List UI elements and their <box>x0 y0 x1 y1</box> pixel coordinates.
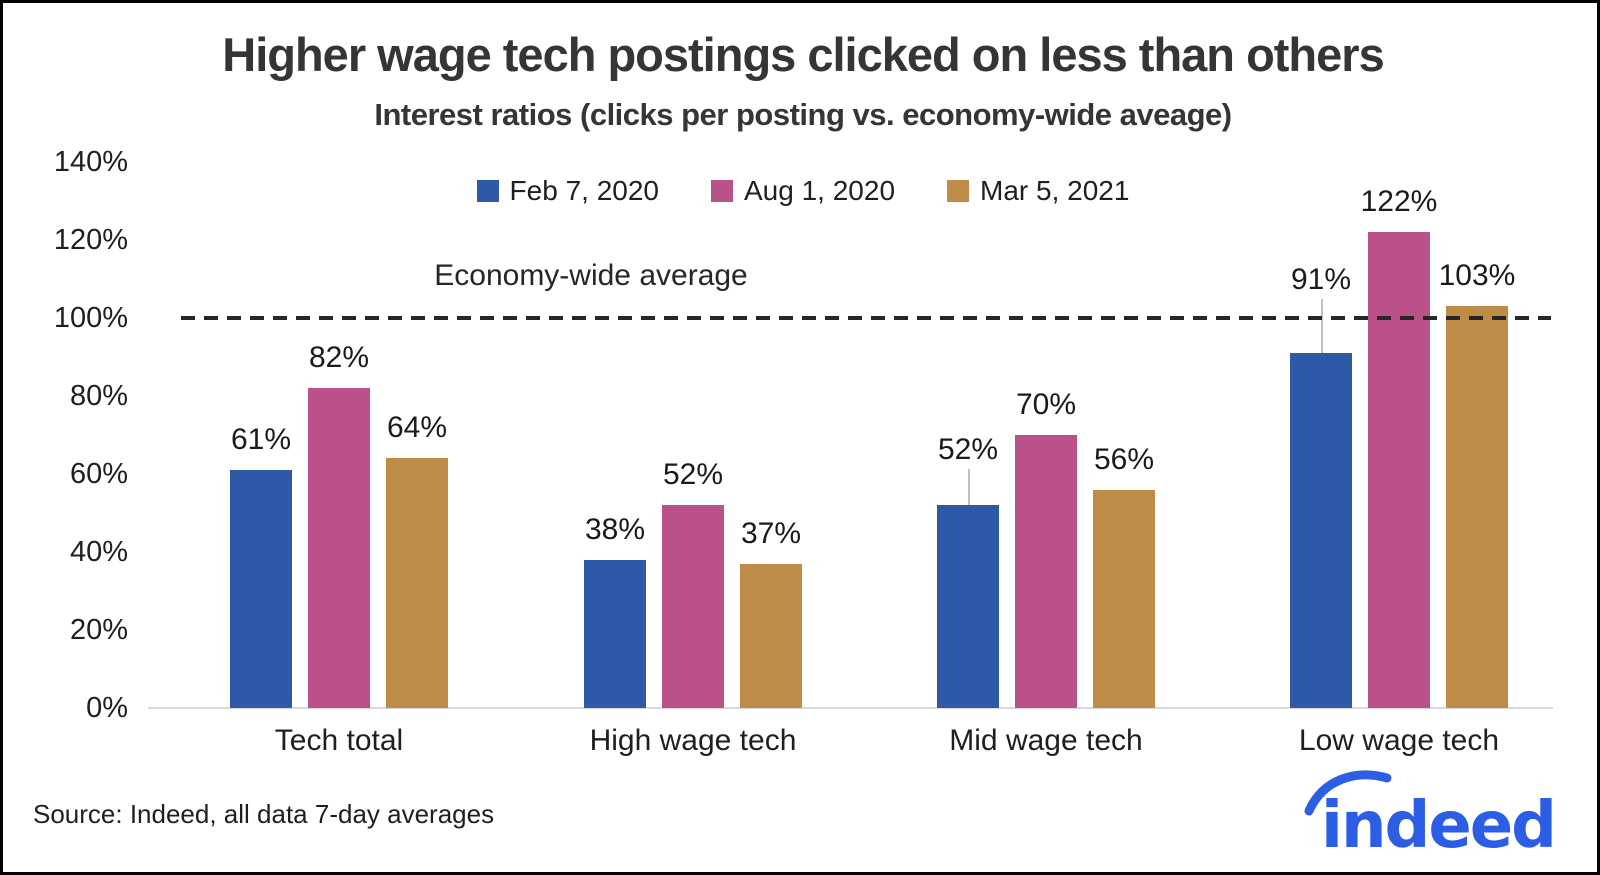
legend-swatch-mar-icon <box>947 180 970 202</box>
x-axis-line <box>148 707 1553 709</box>
value-label: 61% <box>230 423 292 456</box>
bar <box>740 564 802 708</box>
y-axis-tick-label: 80% <box>69 380 128 412</box>
value-label: 52% <box>662 458 724 491</box>
bar <box>230 470 292 708</box>
bar <box>1368 232 1430 708</box>
indeed-logo: indeed <box>1304 770 1553 860</box>
label-leader-line <box>1321 299 1323 353</box>
bar <box>937 505 999 708</box>
y-axis-tick-label: 100% <box>53 302 128 334</box>
plot-area: Economy-wide average 0% 20% 40% 60% 80% 100% 1… <box>3 3 1597 872</box>
legend-item-mar: Mar 5, 2021 <box>947 175 1129 207</box>
y-axis-tick-label: 0% <box>86 692 128 724</box>
value-label: 70% <box>1015 388 1077 421</box>
bar <box>1290 353 1352 708</box>
y-axis-tick-label: 120% <box>53 224 128 256</box>
logo-swoosh-icon <box>1304 770 1392 816</box>
bar <box>1093 490 1155 708</box>
chart-subtitle: Interest ratios (clicks per posting vs. … <box>374 97 1232 132</box>
bar <box>1446 306 1508 708</box>
value-label: 38% <box>584 513 646 546</box>
legend-label-aug: Aug 1, 2020 <box>744 175 896 206</box>
bar <box>1015 435 1077 708</box>
category-label: High wage tech <box>589 724 797 757</box>
bar <box>308 388 370 708</box>
value-label: 122% <box>1360 185 1438 218</box>
legend-label-mar: Mar 5, 2021 <box>980 175 1130 206</box>
label-leader-line <box>968 469 970 505</box>
value-label: 52% <box>937 433 999 466</box>
bar <box>386 458 448 708</box>
value-label: 64% <box>386 411 448 444</box>
category-label: Mid wage tech <box>949 724 1143 757</box>
logo-wordmark: indeed <box>1321 789 1553 860</box>
bar <box>662 505 724 708</box>
legend-item-aug: Aug 1, 2020 <box>711 175 895 207</box>
category-label: Tech total <box>274 724 404 757</box>
value-label: 56% <box>1093 443 1155 476</box>
legend-label-feb: Feb 7, 2020 <box>509 175 659 206</box>
category-label: Low wage tech <box>1298 724 1500 757</box>
source-note: Source: Indeed, all data 7-day averages <box>33 799 495 829</box>
bar <box>584 560 646 708</box>
legend-item-feb: Feb 7, 2020 <box>476 175 659 207</box>
value-label: 103% <box>1438 259 1516 292</box>
reference-line <box>181 316 1551 320</box>
value-label: 91% <box>1290 263 1352 296</box>
reference-line-label: Economy-wide average <box>434 259 748 292</box>
legend: Feb 7, 2020 Aug 1, 2020 Mar 5, 2021 <box>3 171 1597 211</box>
legend-swatch-aug-icon <box>711 180 733 202</box>
value-label: 82% <box>308 341 370 374</box>
y-axis-tick-label: 60% <box>69 458 128 490</box>
chart-title: Higher wage tech postings clicked on les… <box>222 28 1384 81</box>
value-label: 37% <box>740 517 802 550</box>
y-axis-tick-label: 20% <box>69 614 128 646</box>
y-axis-tick-label: 40% <box>69 536 128 568</box>
y-axis-tick-label: 140% <box>53 146 128 178</box>
legend-swatch-feb-icon <box>476 180 499 202</box>
